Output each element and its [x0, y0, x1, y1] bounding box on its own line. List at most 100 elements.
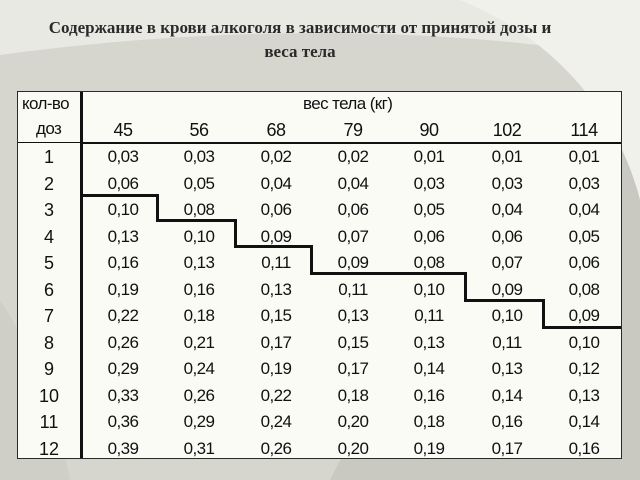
table-cell: 0,08 — [413, 253, 445, 272]
table-cell: 0,36 — [107, 412, 139, 431]
dose-cell: 10 — [38, 385, 60, 406]
table-cell: 0,05 — [183, 173, 215, 193]
table-cell: 0,05 — [568, 226, 600, 246]
table-cell: 0,09 — [260, 226, 292, 246]
table-rule — [464, 272, 467, 302]
table-cell: 0,01 — [568, 147, 600, 166]
table-rule — [156, 194, 159, 222]
table-cell: 0,07 — [491, 253, 523, 272]
table-cell: 0,11 — [338, 279, 368, 299]
table-cell: 0,09 — [568, 306, 600, 325]
table-cell: 0,14 — [413, 359, 445, 378]
table-cell: 0,24 — [260, 412, 292, 431]
table-cell: 0,06 — [413, 226, 445, 246]
table-cell: 0,03 — [107, 147, 139, 166]
page-title: Содержание в крови алкоголя в зависимост… — [48, 18, 552, 61]
column-header-dose-count: кол-во — [22, 94, 70, 113]
table-rule — [18, 142, 80, 143]
table-cell: 0,17 — [491, 438, 523, 458]
table-rule — [542, 326, 621, 329]
table-cell: 0,16 — [491, 412, 523, 431]
table-rule — [310, 272, 465, 275]
table-cell: 0,19 — [260, 359, 292, 378]
table-cell: 0,06 — [260, 200, 292, 219]
table-cell: 0,06 — [491, 226, 523, 246]
table-cell: 0,16 — [413, 385, 445, 405]
table-cell: 0,10 — [568, 332, 600, 352]
table-cell: 0,09 — [491, 279, 523, 299]
table-cell: 0,10 — [107, 200, 139, 219]
table-rule — [80, 142, 621, 144]
table-cell: 0,03 — [183, 147, 215, 166]
table-cell: 0,13 — [337, 306, 369, 325]
weight-header-cell: 114 — [570, 120, 598, 140]
table-cell: 0,02 — [337, 147, 369, 166]
table-cell: 0,39 — [107, 438, 139, 458]
table-cell: 0,04 — [260, 173, 292, 193]
dose-cell: 9 — [43, 359, 54, 379]
table-cell: 0,10 — [413, 279, 445, 299]
weight-header-cell: 68 — [266, 120, 286, 140]
table-cell: 0,19 — [107, 279, 139, 299]
table-cell: 0,07 — [337, 226, 369, 246]
table-cell: 0,29 — [183, 412, 215, 431]
dose-cell: 11 — [39, 412, 59, 432]
dose-cell: 7 — [43, 306, 54, 326]
table-rule — [80, 92, 83, 458]
table-rule — [234, 245, 312, 248]
column-header-body-weight: вес тела (кг) — [303, 94, 393, 113]
weight-header-cell: 90 — [419, 120, 439, 140]
column-header-dose-unit: доз — [36, 119, 62, 138]
table-cell: 0,18 — [183, 306, 215, 325]
table-rule — [234, 219, 237, 247]
table-cell: 0,09 — [337, 253, 369, 272]
table-cell: 0,10 — [491, 306, 523, 325]
dose-cell: 4 — [43, 226, 54, 247]
table-cell: 0,18 — [413, 412, 445, 431]
table-cell: 0,22 — [107, 306, 139, 325]
table-rule — [464, 299, 544, 302]
table-cell: 0,26 — [107, 332, 139, 352]
table-cell: 0,22 — [260, 385, 292, 405]
table-cell: 0,01 — [413, 147, 445, 166]
table-cell: 0,13 — [568, 385, 600, 405]
table-rule — [542, 299, 545, 328]
dose-cell: 6 — [43, 279, 54, 300]
table-cell: 0,11 — [492, 332, 522, 352]
table-cell: 0,06 — [107, 173, 139, 193]
table-cell: 0,15 — [337, 332, 369, 352]
table-cell: 0,17 — [337, 359, 369, 378]
table-cell: 0,04 — [337, 173, 369, 193]
table-cell: 0,03 — [413, 173, 445, 193]
weight-header-cell: 79 — [343, 120, 363, 140]
table-cell: 0,03 — [568, 173, 600, 193]
table-cell: 0,13 — [491, 359, 523, 378]
table-cell: 0,16 — [568, 438, 600, 458]
table-cell: 0,18 — [337, 385, 369, 405]
dose-cell: 12 — [38, 438, 60, 459]
table-cell: 0,13 — [260, 279, 292, 299]
table-cell: 0,03 — [491, 173, 523, 193]
table-cell: 0,33 — [107, 385, 139, 405]
dose-cell: 3 — [43, 200, 54, 220]
table-cell: 0,20 — [337, 438, 369, 458]
table-cell: 0,04 — [491, 200, 523, 219]
table-cell: 0,26 — [260, 438, 292, 458]
dose-cell: 5 — [43, 253, 54, 273]
table-cell: 0,08 — [183, 200, 215, 219]
table-cell: 0,12 — [568, 359, 600, 378]
table-rule — [156, 219, 236, 222]
table-cell: 0,06 — [568, 253, 600, 272]
dose-cell: 1 — [43, 147, 54, 167]
table-cell: 0,16 — [183, 279, 215, 299]
weight-header-cell: 56 — [189, 120, 209, 140]
weight-header-cell: 102 — [492, 120, 522, 140]
table-cell: 0,15 — [260, 306, 292, 325]
table-cell: 0,11 — [261, 253, 291, 272]
table-cell: 0,29 — [107, 359, 139, 378]
weight-header-cell: 45 — [113, 120, 133, 140]
table-cell: 0,26 — [183, 385, 215, 405]
dose-cell: 2 — [43, 173, 54, 194]
table-cell: 0,06 — [337, 200, 369, 219]
table-cell: 0,13 — [107, 226, 139, 246]
